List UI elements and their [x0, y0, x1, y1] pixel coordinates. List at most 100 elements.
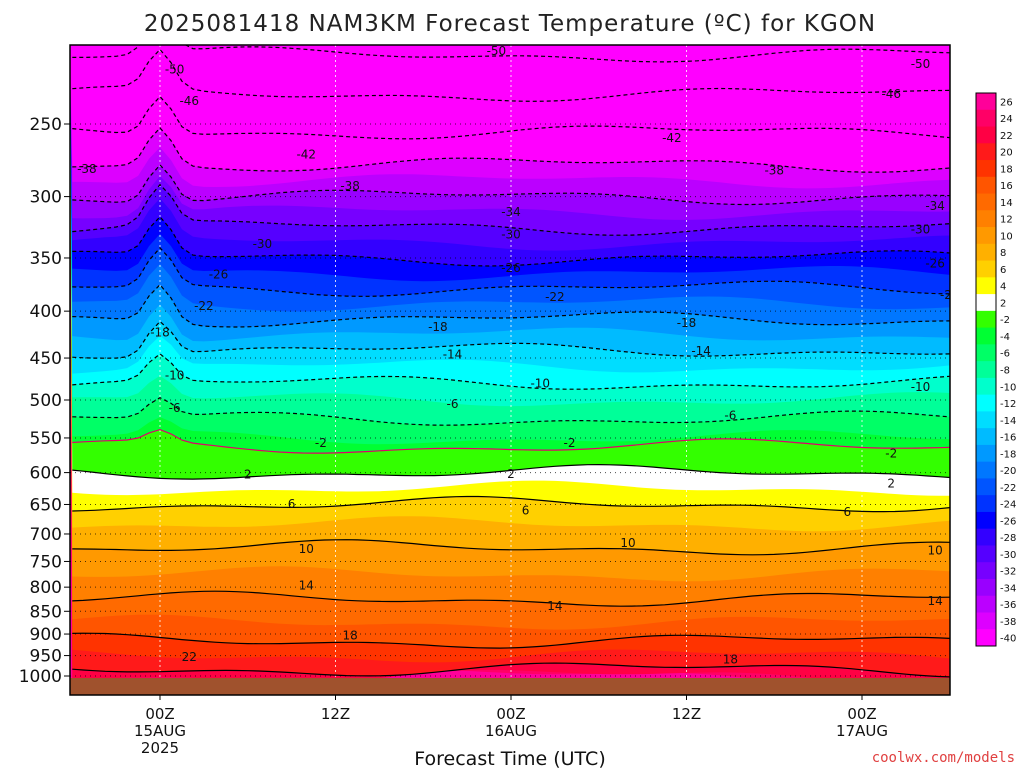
colorbar-label: -30 [1000, 550, 1016, 561]
y-tick-label-1000: 1000 [19, 667, 62, 687]
colorbar-swatch [976, 193, 996, 211]
colorbar-swatch [976, 327, 996, 345]
contour-label--14: -14 [443, 347, 463, 361]
plot-frame [69, 44, 951, 696]
y-tick-label-850: 850 [30, 602, 62, 622]
colorbar-swatch [976, 629, 996, 647]
x-tick-label: 16AUG [485, 722, 537, 740]
x-tick-label: 00Z [847, 705, 876, 723]
colorbar-label: -20 [1000, 466, 1016, 477]
colorbar-label: -8 [1000, 366, 1010, 377]
contour-label--22: -22 [194, 299, 214, 313]
contour-label--34: -34 [925, 199, 945, 213]
colorbar-swatch [976, 528, 996, 546]
contour--50 [72, 45, 950, 63]
colorbar-swatch [976, 310, 996, 329]
colorbar-swatch [976, 361, 996, 379]
x-tick-label: 2025 [141, 739, 179, 757]
contour-label--22: -22 [940, 288, 960, 302]
contour-label-2: 2 [244, 468, 252, 482]
contour-label--30: -30 [253, 237, 273, 251]
y-tick-label-900: 900 [30, 625, 62, 645]
contour-label-10: 10 [299, 542, 314, 556]
contour-label--2: -2 [315, 436, 327, 450]
contour--2 [72, 428, 950, 454]
temperature-bands [70, 45, 950, 695]
credit-text: coolwx.com/models [872, 750, 1015, 766]
colorbar-label: 16 [1000, 181, 1013, 192]
colorbar-swatch [976, 511, 996, 530]
contour-label--30: -30 [911, 223, 931, 237]
colorbar-swatch [976, 461, 996, 479]
colorbar-swatch [976, 160, 996, 178]
contour-label--2: -2 [564, 436, 576, 450]
contour-label-2: 2 [507, 467, 515, 481]
colorbar-swatch [976, 495, 996, 513]
isotherm-contours: -50-50-50-46 -46-42-42-38-38-38-34 -34-30-… [72, 44, 960, 678]
contour-label--14: -14 [691, 344, 711, 358]
y-tick-label-400: 400 [30, 302, 62, 322]
colorbar-label: 18 [1000, 164, 1013, 175]
contour-label-18: 18 [723, 653, 738, 667]
colorbar-label: -12 [1000, 399, 1016, 410]
colorbar-swatch [976, 394, 996, 412]
contour-label--10: -10 [530, 377, 550, 391]
colorbar-label: -32 [1000, 567, 1016, 578]
contour-label--26: -26 [925, 257, 945, 271]
colorbar-label: -26 [1000, 516, 1016, 527]
y-tick-label-250: 250 [30, 115, 62, 135]
contour-label--46: -46 [179, 94, 199, 108]
colorbar-label: 14 [1000, 198, 1013, 209]
y-tick-label-450: 450 [30, 349, 62, 369]
y-tick-label-350: 350 [30, 249, 62, 269]
y-tick-label-950: 950 [30, 647, 62, 667]
y-tick-label-600: 600 [30, 464, 62, 484]
colorbar-frame [975, 92, 997, 647]
contour-18 [72, 632, 950, 649]
colorbar-swatch [976, 210, 996, 228]
colorbar-swatch [976, 277, 996, 295]
colorbar-label: -40 [1000, 634, 1016, 645]
colorbar-label: 2 [1000, 298, 1006, 309]
plot-area: -50-50-50-46 -46-42-42-38-38-38-34 -34-30-… [70, 44, 960, 695]
contour-label--50: -50 [487, 44, 507, 58]
colorbar-swatch [976, 109, 996, 128]
y-axis-pressure: 250 300 350 400 450 500 550 600 650 700 750 800 850 9… [19, 115, 70, 687]
colorbar-label: -4 [1000, 332, 1010, 343]
colorbar-label: -10 [1000, 382, 1016, 393]
colorbar-swatch [976, 411, 996, 429]
colorbar-swatch [976, 176, 996, 195]
contour-label-14: 14 [927, 594, 942, 608]
contour-label-10: 10 [620, 536, 635, 550]
colorbar-label: -36 [1000, 600, 1016, 611]
contour-label-14: 14 [299, 579, 314, 593]
colorbar-label: 10 [1000, 231, 1013, 242]
y-tick-label-550: 550 [30, 429, 62, 449]
colorbar-label: -24 [1000, 500, 1016, 511]
colorbar-swatch [976, 344, 996, 362]
colorbar-label: 22 [1000, 131, 1013, 142]
colorbar-label: 4 [1000, 282, 1006, 293]
contour-label--10: -10 [911, 380, 931, 394]
colorbar-label: 24 [1000, 114, 1013, 125]
colorbar-legend: 26 24 22 20 18 16 14 12 10 8 6 4 2 -2 -4 -6 -8 -10 -12 -14 -… [975, 92, 1016, 647]
colorbar-label: -22 [1000, 483, 1016, 494]
contour--22 [72, 247, 950, 297]
colorbar-label: -14 [1000, 416, 1016, 427]
contour-label--6: -6 [447, 397, 459, 411]
band--40 [70, 45, 950, 157]
contour-label-18: 18 [342, 628, 357, 642]
colorbar-label: -34 [1000, 583, 1016, 594]
contour-label--26: -26 [209, 268, 229, 282]
contour-label--42: -42 [296, 148, 316, 162]
contour-label--18: -18 [150, 325, 170, 339]
colorbar-swatch [976, 612, 996, 630]
contour-label--42: -42 [662, 131, 682, 145]
contour--34 [72, 164, 950, 206]
contour-label-2: 2 [887, 477, 895, 491]
colorbar-swatch [976, 444, 996, 463]
contour-14 [72, 590, 950, 607]
contour-label--10: -10 [165, 368, 185, 382]
